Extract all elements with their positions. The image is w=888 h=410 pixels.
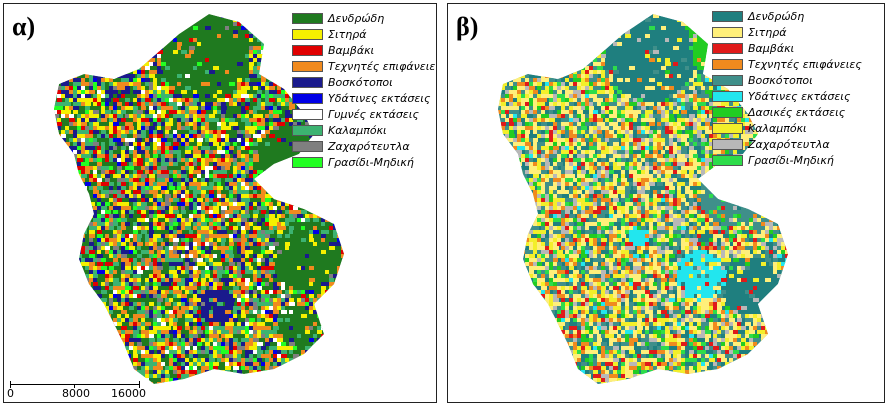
scale-bar: 0 8000 16000	[7, 380, 148, 402]
legend-label: Βαμβάκι	[748, 42, 795, 55]
legend-swatch	[292, 29, 323, 40]
legend-label: Δενδρώδη	[328, 12, 385, 25]
legend-label: Υδάτινες εκτάσεις	[328, 92, 431, 105]
legend-swatch	[712, 27, 743, 38]
legend-item: Τεχνητές επιφάνειες	[712, 57, 882, 73]
legend-swatch	[292, 45, 323, 56]
legend-item: Σιτηρά	[292, 27, 432, 43]
legend-label: Βοσκότοποι	[748, 74, 813, 87]
scale-label-16000: 16000	[111, 387, 146, 400]
legend-swatch	[292, 13, 323, 24]
legend-label: Γρασίδι-Μηδική	[328, 156, 414, 169]
legend-label: Καλαμπόκι	[328, 124, 387, 137]
legend-swatch	[712, 59, 743, 70]
legend-swatch	[292, 77, 323, 88]
legend-label: Καλαμπόκι	[748, 122, 807, 135]
legend-swatch	[712, 43, 743, 54]
legend-swatch	[712, 91, 743, 102]
scale-bar-line	[10, 381, 140, 385]
legend-label: Ζαχαρότευτλα	[748, 138, 830, 151]
legend-swatch	[292, 61, 323, 72]
map-panel-b: β) Δενδρώδη Σιτηρά Βαμβάκι Τεχνητές επιφάνε…	[447, 3, 885, 403]
legend-b: Δενδρώδη Σιτηρά Βαμβάκι Τεχνητές επιφάνειες…	[712, 9, 882, 169]
legend-item: Δασικές εκτάσεις	[712, 105, 882, 121]
legend-swatch	[712, 107, 743, 118]
scale-tick	[10, 384, 11, 388]
legend-swatch	[712, 139, 743, 150]
scale-tick	[74, 384, 75, 388]
scale-tick	[139, 384, 140, 388]
legend-label: Δενδρώδη	[748, 10, 805, 23]
legend-swatch	[292, 93, 323, 104]
legend-item: Βαμβάκι	[712, 41, 882, 57]
map-panel-a: α) Δενδρώδη Σιτηρά Βαμβάκι Τεχνητές επιφάνε…	[3, 3, 437, 403]
legend-item: Τεχνητές επιφάνειες	[292, 59, 436, 75]
legend-swatch	[292, 109, 323, 120]
legend-item: Γρασίδι-Μηδική	[712, 153, 882, 169]
legend-item: Υδάτινες εκτάσεις	[712, 89, 882, 105]
legend-item: Βαμβάκι	[292, 43, 432, 59]
legend-swatch	[712, 75, 743, 86]
scale-label-0: 0	[7, 387, 14, 400]
legend-swatch	[292, 141, 323, 152]
legend-label: Γυμνές εκτάσεις	[328, 108, 419, 121]
scale-label-8000: 8000	[62, 387, 90, 400]
legend-label: Δασικές εκτάσεις	[748, 106, 846, 119]
legend-label: Βοσκότοποι	[328, 76, 393, 89]
legend-item: Σιτηρά	[712, 25, 882, 41]
legend-item: Ζαχαρότευτλα	[712, 137, 882, 153]
legend-label: Σιτηρά	[748, 26, 787, 39]
legend-label: Σιτηρά	[328, 28, 367, 41]
legend-label: Γρασίδι-Μηδική	[748, 154, 834, 167]
legend-item: Γυμνές εκτάσεις	[292, 107, 432, 123]
legend-swatch	[292, 125, 323, 136]
legend-label: Τεχνητές επιφάνειες	[328, 60, 437, 73]
legend-label: Ζαχαρότευτλα	[328, 140, 410, 153]
legend-item: Βοσκότοποι	[292, 75, 432, 91]
panel-label-a: α)	[12, 12, 36, 41]
legend-item: Καλαμπόκι	[292, 123, 432, 139]
legend-item: Ζαχαρότευτλα	[292, 139, 432, 155]
legend-swatch	[292, 157, 323, 168]
legend-item: Δενδρώδη	[712, 9, 882, 25]
legend-label: Τεχνητές επιφάνειες	[748, 58, 862, 71]
legend-item: Γρασίδι-Μηδική	[292, 155, 432, 171]
legend-item: Βοσκότοποι	[712, 73, 882, 89]
legend-swatch	[712, 155, 743, 166]
legend-label: Υδάτινες εκτάσεις	[748, 90, 851, 103]
legend-item: Δενδρώδη	[292, 11, 432, 27]
legend-item: Καλαμπόκι	[712, 121, 882, 137]
legend-swatch	[712, 123, 743, 134]
legend-a: Δενδρώδη Σιτηρά Βαμβάκι Τεχνητές επιφάνειες…	[292, 11, 436, 171]
land-cover-map-b	[498, 14, 788, 384]
legend-swatch	[712, 11, 743, 22]
legend-label: Βαμβάκι	[328, 44, 375, 57]
panel-label-b: β)	[456, 12, 479, 41]
legend-item: Υδάτινες εκτάσεις	[292, 91, 432, 107]
